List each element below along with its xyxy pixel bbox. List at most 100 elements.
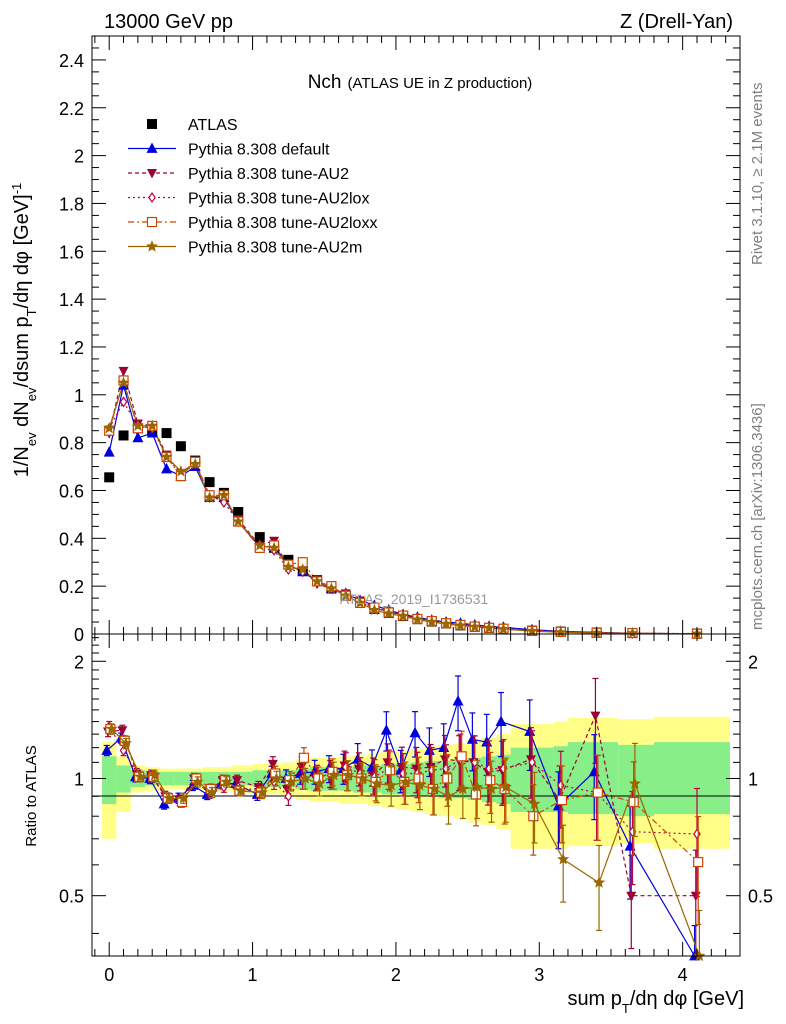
- ratio-y-tick-label-right: 0.5: [748, 887, 773, 907]
- data-point: [203, 491, 216, 503]
- ratio-point: [134, 770, 147, 782]
- ratio-series-layer: [101, 675, 706, 962]
- mcplots-label: mcplots.cern.ch [arXiv:1306.3436]: [749, 403, 766, 630]
- data-point: [468, 620, 481, 632]
- data-point: [354, 596, 367, 608]
- ratio-point: [557, 853, 570, 865]
- y-tick-label: 1.2: [59, 338, 84, 358]
- data-point: [217, 488, 230, 501]
- ratio-point: [456, 751, 467, 762]
- ratio-point: [693, 856, 704, 868]
- data-point: [233, 507, 244, 518]
- legend-marker: [148, 191, 156, 204]
- watermark: ATLAS_2019_I1736531: [340, 591, 489, 607]
- data-point: [118, 366, 129, 377]
- data-point: [440, 617, 453, 630]
- data-point: [526, 624, 539, 637]
- y-tick-label: 0: [74, 625, 84, 645]
- data-point: [132, 431, 144, 443]
- data-point: [325, 582, 338, 594]
- data-point: [497, 622, 510, 635]
- ratio-point: [528, 811, 539, 822]
- data-point: [339, 589, 352, 601]
- data-point: [103, 446, 115, 457]
- ratio-point: [413, 773, 424, 784]
- legend-marker: [146, 216, 158, 228]
- y-tick-label: 2.2: [59, 99, 84, 119]
- y-tick-label: 1: [74, 386, 84, 406]
- legend-label: Pythia 8.308 tune-AU2m: [188, 240, 362, 257]
- data-point: [103, 422, 116, 434]
- ratio-point: [470, 789, 482, 800]
- ratio-point: [452, 695, 464, 706]
- ratio-point: [556, 794, 568, 806]
- data-point: [175, 441, 186, 452]
- data-point: [174, 465, 187, 477]
- y-tick-label: 1.4: [59, 290, 84, 310]
- ratio-point: [234, 784, 247, 796]
- data-point: [397, 609, 410, 622]
- header-right: Z (Drell-Yan): [620, 11, 733, 33]
- ratio-point: [299, 772, 312, 784]
- data-point: [160, 450, 173, 463]
- legend-label: Pythia 8.308 tune-AU2lox: [188, 191, 369, 208]
- main-ylabel: 1/Nev dNev/dsum pT/dη dφ [GeV]-1: [9, 183, 39, 478]
- data-point: [119, 396, 128, 408]
- ratio-point: [380, 724, 392, 735]
- ratio-point: [119, 737, 132, 749]
- y-tick-label: 0.6: [59, 481, 84, 501]
- data-point: [282, 560, 295, 573]
- ratio-point: [528, 756, 537, 768]
- ratio-point: [205, 786, 218, 798]
- ratio-point: [628, 777, 641, 789]
- ratio-point: [628, 796, 639, 808]
- ratio-point: [370, 777, 383, 789]
- y-tick-label: 2.4: [59, 51, 84, 71]
- x-tick-label: 2: [391, 965, 401, 985]
- xlabel-part: sum p: [567, 988, 621, 1010]
- ratio-point: [284, 775, 297, 787]
- ylabel-part: /dη dφ [GeV]: [11, 194, 33, 308]
- data-point: [483, 621, 496, 634]
- data-point: [146, 419, 159, 431]
- legend-label: ATLAS: [188, 117, 238, 134]
- ratio-point: [485, 775, 496, 786]
- ratio-point: [471, 780, 484, 793]
- legend-label: Pythia 8.308 tune-AU2loxx: [188, 215, 377, 232]
- ratio-point: [162, 791, 175, 804]
- ylabel-part: /dsum p: [11, 316, 33, 387]
- data-point: [131, 419, 144, 431]
- ylabel-part: ev: [24, 387, 39, 401]
- legend: ATLAS Pythia 8.308 default Pythia 8.308 tu…: [128, 117, 377, 257]
- ratio-point: [413, 779, 426, 791]
- ratio-point: [442, 773, 453, 784]
- x-tick-label: 1: [248, 965, 258, 985]
- xlabel-part: T: [622, 1001, 630, 1016]
- y-tick-label: 0.8: [59, 434, 84, 454]
- ratio-point: [428, 782, 441, 795]
- ylabel-part: T: [24, 308, 39, 316]
- data-point: [296, 563, 309, 575]
- ratio-point: [626, 891, 637, 902]
- ratio-point: [528, 797, 541, 810]
- ratio-point: [101, 744, 113, 755]
- ratio-point: [177, 791, 190, 804]
- xlabel-part: /dη dφ [GeV]: [630, 988, 744, 1010]
- ratio-point: [466, 733, 478, 744]
- data-point: [268, 541, 281, 553]
- data-point: [117, 376, 130, 388]
- data-point: [232, 515, 245, 527]
- data-point: [118, 430, 129, 441]
- data-point: [253, 539, 266, 551]
- ratio-ylabel: Ratio to ATLAS: [23, 745, 40, 846]
- ratio-point: [267, 759, 278, 770]
- ratio-point: [495, 715, 507, 726]
- ratio-point: [191, 775, 204, 787]
- legend-marker: [146, 240, 158, 252]
- band-green: [102, 756, 117, 804]
- ratio-point: [117, 726, 128, 736]
- band-green: [252, 770, 267, 788]
- legend-label: Pythia 8.308 default: [188, 142, 330, 159]
- legend-marker: [146, 142, 158, 153]
- band-green: [202, 771, 217, 786]
